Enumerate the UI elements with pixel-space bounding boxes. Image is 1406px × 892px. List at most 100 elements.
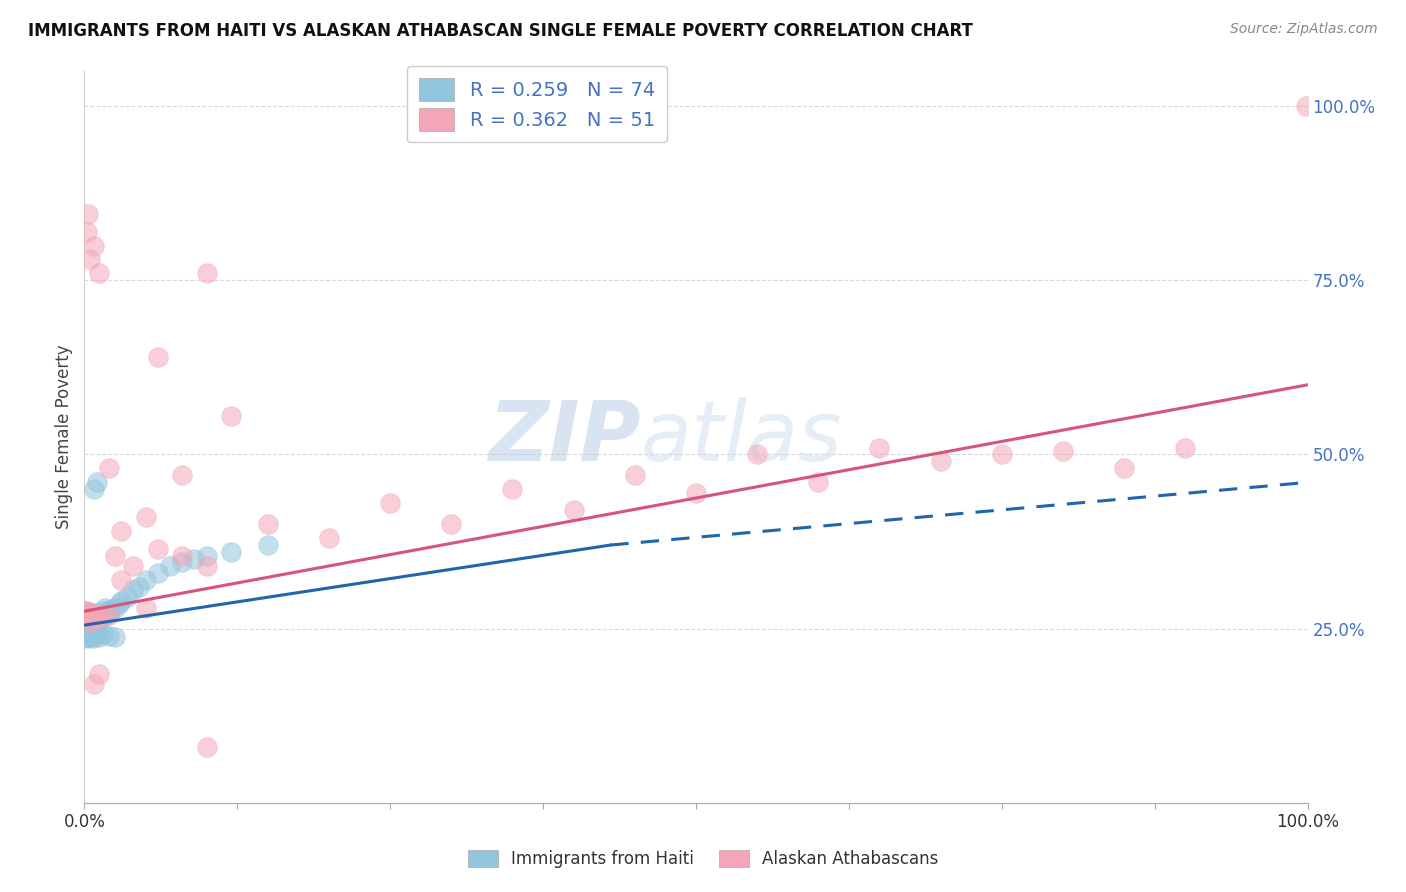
- Point: [146, 541, 169, 556]
- Point: [77, 625, 100, 640]
- Point: [110, 594, 132, 608]
- Point: [83, 613, 105, 627]
- Point: [77, 613, 100, 627]
- Point: [97, 629, 120, 643]
- Text: Source: ZipAtlas.com: Source: ZipAtlas.com: [1230, 22, 1378, 37]
- Point: [75, 618, 97, 632]
- Point: [80, 627, 103, 641]
- Point: [195, 266, 218, 280]
- Point: [1114, 461, 1136, 475]
- Point: [83, 609, 105, 624]
- Point: [76, 630, 98, 644]
- Legend: Immigrants from Haiti, Alaskan Athabascans: Immigrants from Haiti, Alaskan Athabasca…: [461, 843, 945, 875]
- Point: [159, 558, 181, 573]
- Text: atlas: atlas: [641, 397, 842, 477]
- Point: [84, 616, 107, 631]
- Point: [77, 616, 100, 631]
- Point: [79, 609, 101, 624]
- Point: [183, 552, 205, 566]
- Point: [318, 531, 340, 545]
- Point: [110, 573, 132, 587]
- Point: [107, 597, 129, 611]
- Point: [869, 441, 891, 455]
- Point: [91, 609, 114, 624]
- Point: [257, 538, 280, 552]
- Point: [146, 350, 169, 364]
- Point: [79, 252, 101, 267]
- Point: [440, 517, 463, 532]
- Point: [1295, 99, 1317, 113]
- Point: [104, 630, 127, 644]
- Point: [128, 580, 150, 594]
- Point: [135, 600, 157, 615]
- Legend: R = 0.259   N = 74, R = 0.362   N = 51: R = 0.259 N = 74, R = 0.362 N = 51: [408, 66, 666, 143]
- Point: [87, 630, 110, 644]
- Point: [93, 609, 115, 624]
- Point: [87, 667, 110, 681]
- Point: [83, 677, 105, 691]
- Point: [195, 558, 218, 573]
- Point: [80, 607, 103, 621]
- Point: [87, 266, 110, 280]
- Point: [86, 607, 108, 621]
- Point: [104, 549, 127, 563]
- Point: [75, 607, 97, 622]
- Point: [100, 602, 122, 616]
- Point: [86, 611, 108, 625]
- Point: [380, 496, 402, 510]
- Point: [77, 611, 100, 625]
- Point: [807, 475, 830, 490]
- Point: [82, 618, 104, 632]
- Point: [94, 600, 117, 615]
- Point: [502, 483, 524, 497]
- Point: [84, 629, 107, 643]
- Point: [929, 454, 952, 468]
- Point: [146, 566, 169, 580]
- Point: [77, 629, 100, 643]
- Point: [76, 616, 98, 631]
- Point: [75, 625, 97, 640]
- Point: [77, 609, 100, 624]
- Point: [75, 615, 97, 629]
- Y-axis label: Single Female Poverty: Single Female Poverty: [55, 345, 73, 529]
- Point: [79, 615, 101, 629]
- Point: [135, 573, 157, 587]
- Point: [80, 616, 103, 631]
- Point: [80, 613, 103, 627]
- Point: [75, 611, 97, 625]
- Point: [83, 609, 105, 624]
- Point: [89, 607, 111, 622]
- Point: [135, 510, 157, 524]
- Point: [76, 611, 98, 625]
- Point: [86, 625, 108, 640]
- Point: [82, 632, 104, 646]
- Point: [172, 468, 194, 483]
- Point: [79, 618, 101, 632]
- Point: [97, 604, 120, 618]
- Point: [87, 607, 110, 622]
- Point: [91, 627, 114, 641]
- Point: [76, 604, 98, 618]
- Point: [1052, 444, 1074, 458]
- Point: [219, 409, 242, 424]
- Point: [77, 632, 100, 646]
- Point: [115, 591, 138, 605]
- Point: [747, 448, 769, 462]
- Text: ZIP: ZIP: [488, 397, 641, 477]
- Point: [77, 618, 100, 632]
- Point: [76, 627, 98, 641]
- Point: [83, 483, 105, 497]
- Point: [83, 238, 105, 252]
- Point: [195, 549, 218, 563]
- Point: [76, 611, 98, 625]
- Point: [90, 611, 112, 625]
- Point: [75, 629, 97, 643]
- Point: [122, 583, 145, 598]
- Point: [257, 517, 280, 532]
- Point: [84, 607, 107, 622]
- Point: [624, 468, 647, 483]
- Point: [82, 611, 104, 625]
- Point: [685, 485, 707, 500]
- Point: [79, 615, 101, 629]
- Point: [75, 604, 97, 618]
